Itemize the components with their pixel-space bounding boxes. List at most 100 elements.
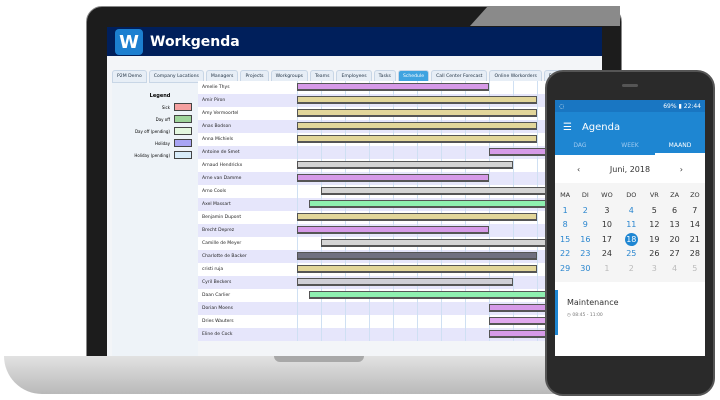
selected-day[interactable]: 18 — [624, 232, 638, 246]
app-header: W Workgenda — [107, 27, 602, 56]
calendar-day[interactable]: 1 — [604, 263, 610, 273]
schedule-track — [297, 250, 602, 263]
schedule-row: Dorian Moens — [198, 302, 602, 315]
employee-name: Cyril Beckers — [202, 280, 232, 285]
calendar-day[interactable]: 12 — [649, 220, 660, 230]
calendar-day[interactable]: 11 — [626, 220, 637, 230]
calendar-day[interactable]: 4 — [628, 205, 634, 215]
calendar-day[interactable]: 2 — [582, 205, 588, 215]
employee-name: Arnaud Hendrickx — [202, 163, 243, 168]
employee-name: Daan Carlier — [202, 293, 231, 298]
schedule-row: Amir Piron — [198, 94, 602, 107]
calendar-day[interactable]: 3 — [604, 205, 610, 215]
calendar-day[interactable]: 28 — [689, 249, 700, 259]
schedule-bar[interactable] — [297, 161, 513, 169]
schedule-bar[interactable] — [297, 122, 537, 130]
employee-name: Amy Vermoortel — [202, 111, 239, 116]
hamburger-menu-icon[interactable]: ☰ — [563, 121, 572, 133]
calendar-day[interactable]: 20 — [669, 234, 680, 244]
calendar-day[interactable]: 29 — [560, 263, 571, 273]
laptop-screen: W Workgenda P2M Demo Company Locations Man… — [107, 27, 602, 357]
calendar-day[interactable]: 23 — [580, 249, 591, 259]
tab-maand[interactable]: MAAND — [655, 142, 705, 155]
employee-name: Arne van Damme — [202, 176, 242, 181]
schedule-row: Arne van Damme — [198, 172, 602, 185]
calendar-day[interactable]: 14 — [689, 220, 700, 230]
schedule-bar[interactable] — [297, 252, 537, 260]
agenda-title: Agenda — [581, 121, 621, 133]
legend-item: Day off (pending) — [112, 127, 198, 135]
calendar-day[interactable]: 24 — [601, 249, 613, 259]
employee-name: Anna Michiels — [202, 137, 234, 142]
schedule-bar[interactable] — [297, 109, 537, 117]
calendar-day[interactable]: 9 — [582, 220, 588, 230]
employee-name: Amir Piron — [202, 98, 226, 103]
weekday-header: VR — [649, 191, 659, 199]
legend-swatch — [174, 115, 192, 123]
schedule-track — [297, 120, 602, 133]
employee-name: Benjamin Dupont — [202, 215, 242, 220]
schedule-bar[interactable] — [309, 200, 585, 208]
laptop-glare — [470, 6, 620, 26]
calendar-day[interactable]: 6 — [672, 205, 678, 215]
calendar-day[interactable]: 5 — [692, 263, 698, 273]
calendar-day[interactable]: 8 — [562, 220, 568, 230]
legend-label: Holiday — [154, 140, 170, 146]
calendar-day[interactable]: 15 — [560, 234, 571, 244]
employee-name: Charlotte de Backer — [202, 254, 247, 259]
calendar-day[interactable]: 10 — [601, 220, 613, 230]
calendar-day[interactable]: 25 — [626, 249, 637, 259]
schedule-track — [297, 133, 602, 146]
calendar-day[interactable]: 30 — [580, 263, 591, 273]
schedule-track — [297, 94, 602, 107]
schedule-bar[interactable] — [297, 96, 537, 104]
event-item[interactable]: Maintenance ◷ 08:45 - 11:00 — [555, 289, 705, 335]
legend-swatch — [174, 103, 192, 111]
calendar-day[interactable]: 3 — [651, 263, 657, 273]
schedule-bar[interactable] — [309, 291, 585, 299]
calendar-day[interactable]: 2 — [628, 263, 634, 273]
schedule-bar[interactable] — [297, 83, 489, 91]
month-calendar: MA DI WO DO VR ZA ZO 1 2 3 4 5 6 7 8 9 10 11 12 13 14 15 16 17 1… — [555, 183, 705, 282]
calendar-day[interactable]: 17 — [601, 234, 613, 244]
tab-week[interactable]: WEEK — [621, 142, 639, 149]
schedule-row: Antoine de Smet — [198, 146, 602, 159]
employee-name: Eline de Cock — [202, 332, 233, 337]
schedule-bar[interactable] — [297, 174, 489, 182]
calendar-day[interactable]: 22 — [560, 249, 571, 259]
prev-month-button[interactable]: ‹ — [577, 164, 581, 174]
whatsapp-icon: ◌ — [559, 102, 565, 110]
calendar-day[interactable]: 19 — [649, 234, 660, 244]
schedule-bar[interactable] — [297, 213, 537, 221]
schedule-row: Amelie Thys — [198, 81, 602, 94]
calendar-day[interactable]: 18 — [618, 232, 644, 247]
calendar-day[interactable]: 1 — [562, 205, 568, 215]
schedule-bar[interactable] — [297, 278, 513, 286]
employee-name: Camille de Meyer — [202, 241, 242, 246]
schedule-bar[interactable] — [297, 265, 537, 273]
legend-item: Day off — [112, 115, 198, 123]
tab-p2m-demo[interactable]: P2M Demo — [112, 70, 147, 83]
calendar-day[interactable]: 4 — [672, 263, 678, 273]
schedule-track — [297, 302, 602, 315]
legend-item: Holiday (pending) — [112, 151, 198, 159]
next-month-button[interactable]: › — [679, 164, 683, 174]
calendar-day[interactable]: 21 — [689, 234, 700, 244]
weekday-header: ZA — [670, 191, 680, 199]
schedule-bar[interactable] — [297, 226, 489, 234]
legend-label: Holiday (pending) — [134, 152, 170, 158]
tab-dag[interactable]: DAG — [573, 142, 587, 149]
calendar-day[interactable]: 13 — [669, 220, 680, 230]
calendar-day[interactable]: 26 — [649, 249, 660, 259]
clock: 22:44 — [683, 102, 701, 110]
calendar-day[interactable]: 16 — [580, 234, 591, 244]
schedule-bar[interactable] — [297, 135, 537, 143]
calendar-day[interactable]: 5 — [651, 205, 657, 215]
month-label: Juni, 2018 — [609, 164, 651, 174]
calendar-day[interactable]: 27 — [669, 249, 680, 259]
schedule-track — [297, 237, 602, 250]
tab-company-locations[interactable]: Company Locations — [148, 70, 204, 83]
schedule-track — [297, 172, 602, 185]
schedule-track — [297, 107, 602, 120]
calendar-day[interactable]: 7 — [692, 205, 698, 215]
